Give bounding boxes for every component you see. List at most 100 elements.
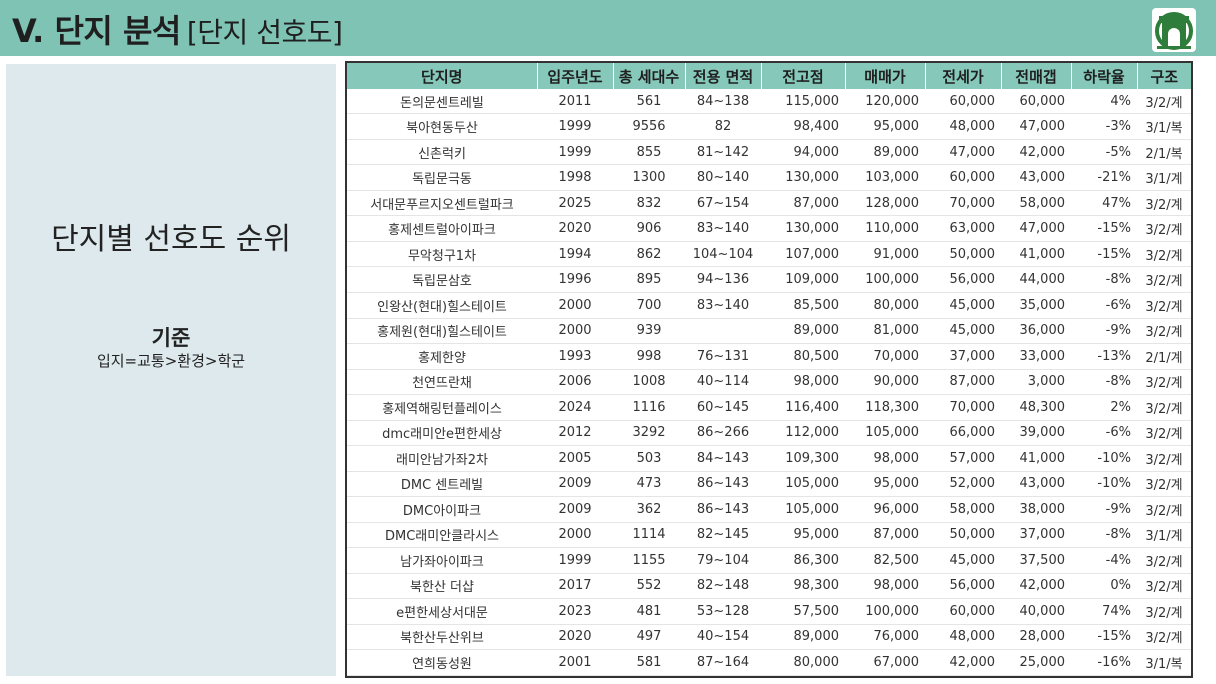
cell-structure: 3/2/계 (1137, 89, 1191, 115)
cell-structure: 3/2/계 (1137, 496, 1191, 523)
cell-decline-rate: -15% (1071, 215, 1137, 242)
cell-area: 53~128 (685, 598, 761, 625)
cell-move-in-year: 1994 (537, 241, 613, 268)
cell-households: 832 (613, 190, 685, 217)
cell-households: 1300 (613, 164, 685, 191)
cell-name: 북한산 더샵 (347, 573, 537, 600)
cell-sale-price: 118,300 (845, 394, 925, 421)
table-row: 북아현동두산 1999 9556 82 98,400 95,000 48,000 47,000… (347, 113, 1191, 140)
cell-sale-price: 98,000 (845, 445, 925, 472)
cell-jeonse-price: 50,000 (925, 522, 1001, 549)
cell-move-in-year: 2020 (537, 215, 613, 242)
cell-households: 362 (613, 496, 685, 523)
table-row: DMC 센트레빌 2009 473 86~143 105,000 95,000 52,000… (347, 471, 1191, 498)
cell-name: 홍제원(현대)힐스테이트 (347, 318, 537, 345)
cell-peak-price: 130,000 (761, 215, 845, 242)
cell-area: 82~148 (685, 573, 761, 600)
cell-name: 북아현동두산 (347, 113, 537, 140)
cell-decline-rate: -4% (1071, 547, 1137, 574)
cell-peak-price: 116,400 (761, 394, 845, 421)
cell-decline-rate: 4% (1071, 89, 1137, 115)
cell-name: 신촌럭키 (347, 139, 537, 166)
cell-households: 939 (613, 318, 685, 345)
cell-jeonse-price: 87,000 (925, 369, 1001, 396)
table-row: 돈의문센트레빌 2011 561 84~138 115,000 120,000 60,000… (347, 89, 1191, 115)
cell-gap: 25,000 (1001, 649, 1071, 676)
cell-jeonse-price: 52,000 (925, 471, 1001, 498)
cell-gap: 47,000 (1001, 113, 1071, 140)
cell-area: 86~266 (685, 420, 761, 447)
cell-gap: 42,000 (1001, 573, 1071, 600)
cell-move-in-year: 2024 (537, 394, 613, 421)
cell-gap: 60,000 (1001, 89, 1071, 115)
cell-move-in-year: 1999 (537, 113, 613, 140)
cell-area: 104~104 (685, 241, 761, 268)
cell-households: 998 (613, 343, 685, 370)
cell-households: 855 (613, 139, 685, 166)
cell-area: 40~114 (685, 369, 761, 396)
cell-decline-rate: -16% (1071, 649, 1137, 676)
cell-structure: 3/2/계 (1137, 445, 1191, 472)
cell-gap: 43,000 (1001, 471, 1071, 498)
cell-move-in-year: 1999 (537, 547, 613, 574)
cell-move-in-year: 2017 (537, 573, 613, 600)
cell-peak-price: 94,000 (761, 139, 845, 166)
cell-area: 67~154 (685, 190, 761, 217)
cell-move-in-year: 1999 (537, 139, 613, 166)
cell-structure: 2/1/계 (1137, 343, 1191, 370)
cell-decline-rate: 47% (1071, 190, 1137, 217)
cell-move-in-year: 2001 (537, 649, 613, 676)
cell-households: 3292 (613, 420, 685, 447)
cell-jeonse-price: 45,000 (925, 292, 1001, 319)
cell-peak-price: 112,000 (761, 420, 845, 447)
cell-gap: 35,000 (1001, 292, 1071, 319)
cell-structure: 3/2/계 (1137, 215, 1191, 242)
column-header-name: 단지명 (347, 63, 538, 89)
cell-gap: 40,000 (1001, 598, 1071, 625)
cell-peak-price: 87,000 (761, 190, 845, 217)
cell-peak-price: 86,300 (761, 547, 845, 574)
cell-area: 86~143 (685, 471, 761, 498)
table-row: 서대문푸르지오센트럴파크 2025 832 67~154 87,000 128,000 70… (347, 190, 1191, 217)
cell-sale-price: 95,000 (845, 113, 925, 140)
cell-households: 1008 (613, 369, 685, 396)
cell-jeonse-price: 70,000 (925, 394, 1001, 421)
page-title: V. 단지 분석 [단지 선호도] (12, 6, 343, 52)
cell-area: 87~164 (685, 649, 761, 676)
cell-area: 84~143 (685, 445, 761, 472)
arch-gate-icon (1155, 12, 1193, 50)
cell-name: 돈의문센트레빌 (347, 89, 537, 115)
cell-decline-rate: -9% (1071, 318, 1137, 345)
page-subtitle: [단지 선호도] (186, 16, 343, 49)
cell-jeonse-price: 48,000 (925, 624, 1001, 651)
cell-sale-price: 70,000 (845, 343, 925, 370)
cell-structure: 3/2/계 (1137, 266, 1191, 293)
cell-households: 700 (613, 292, 685, 319)
cell-decline-rate: 0% (1071, 573, 1137, 600)
table-row: 독립문삼호 1996 895 94~136 109,000 100,000 56,000 44… (347, 266, 1191, 293)
table-row: 연희동성원 2001 581 87~164 80,000 67,000 42,000 25,0… (347, 649, 1191, 676)
cell-households: 503 (613, 445, 685, 472)
cell-peak-price: 105,000 (761, 496, 845, 523)
cell-jeonse-price: 58,000 (925, 496, 1001, 523)
cell-gap: 41,000 (1001, 241, 1071, 268)
cell-decline-rate: -15% (1071, 624, 1137, 651)
left-summary-panel: 단지별 선호도 순위 기준 입지=교통>환경>학군 (6, 64, 336, 676)
cell-name: 연희동성원 (347, 649, 537, 676)
cell-area (685, 318, 761, 345)
table-row: 무악청구1차 1994 862 104~104 107,000 91,000 50,000 4… (347, 241, 1191, 268)
column-header-structure: 구조 (1137, 63, 1191, 89)
ranking-heading: 단지별 선호도 순위 (51, 222, 291, 257)
cell-decline-rate: -8% (1071, 522, 1137, 549)
cell-sale-price: 89,000 (845, 139, 925, 166)
table-row: 남가좌아이파크 1999 1155 79~104 86,300 82,500 45,000 3… (347, 547, 1191, 574)
cell-structure: 3/1/계 (1137, 164, 1191, 191)
brand-logo (1152, 8, 1196, 52)
cell-gap: 28,000 (1001, 624, 1071, 651)
cell-jeonse-price: 60,000 (925, 164, 1001, 191)
table-row: 천연뜨란채 2006 1008 40~114 98,000 90,000 87,000 3,0… (347, 369, 1191, 396)
cell-gap: 42,000 (1001, 139, 1071, 166)
cell-gap: 44,000 (1001, 266, 1071, 293)
cell-area: 83~140 (685, 215, 761, 242)
cell-name: 서대문푸르지오센트럴파크 (347, 190, 537, 217)
